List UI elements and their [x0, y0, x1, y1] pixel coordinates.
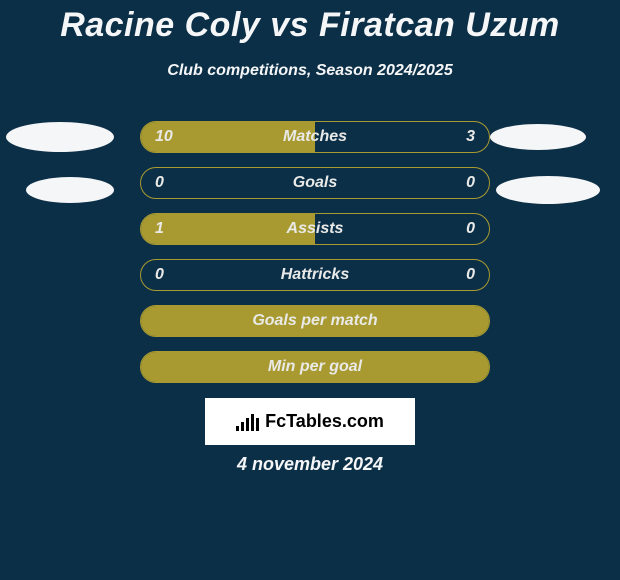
stat-label: Goals — [141, 168, 489, 198]
stat-lane: Min per goal — [140, 351, 490, 383]
side-ellipse — [496, 176, 600, 204]
stat-value-right: 0 — [466, 260, 475, 290]
stat-lane: Matches10 3 — [140, 121, 490, 153]
logo-text: FcTables.com — [265, 411, 384, 432]
stat-value-left: 1 — [155, 214, 164, 244]
logo-bars-icon — [236, 413, 259, 431]
stat-value-right: 0 — [466, 214, 475, 244]
comparison-canvas: Racine Coly vs Firatcan Uzum Club compet… — [0, 0, 620, 580]
stat-value-right: 0 — [466, 168, 475, 198]
stat-lane: Hattricks0 0 — [140, 259, 490, 291]
date-line: 4 november 2024 — [0, 454, 620, 475]
stat-lane: Goals0 0 — [140, 167, 490, 199]
side-ellipse — [6, 122, 114, 152]
side-ellipse — [490, 124, 586, 150]
stat-lane: Assists1 0 — [140, 213, 490, 245]
stat-label: Assists — [141, 214, 489, 244]
stat-value-left: 10 — [155, 122, 173, 152]
stat-label: Matches — [141, 122, 489, 152]
stat-label: Hattricks — [141, 260, 489, 290]
stat-value-left: 0 — [155, 260, 164, 290]
stat-value-right: 3 — [466, 122, 475, 152]
stat-label: Goals per match — [141, 306, 489, 336]
fctables-logo: FcTables.com — [205, 398, 415, 445]
stat-value-left: 0 — [155, 168, 164, 198]
stat-label: Min per goal — [141, 352, 489, 382]
subtitle: Club competitions, Season 2024/2025 — [0, 62, 620, 80]
stat-lane: Goals per match — [140, 305, 490, 337]
side-ellipse — [26, 177, 114, 203]
page-title: Racine Coly vs Firatcan Uzum — [0, 6, 620, 45]
